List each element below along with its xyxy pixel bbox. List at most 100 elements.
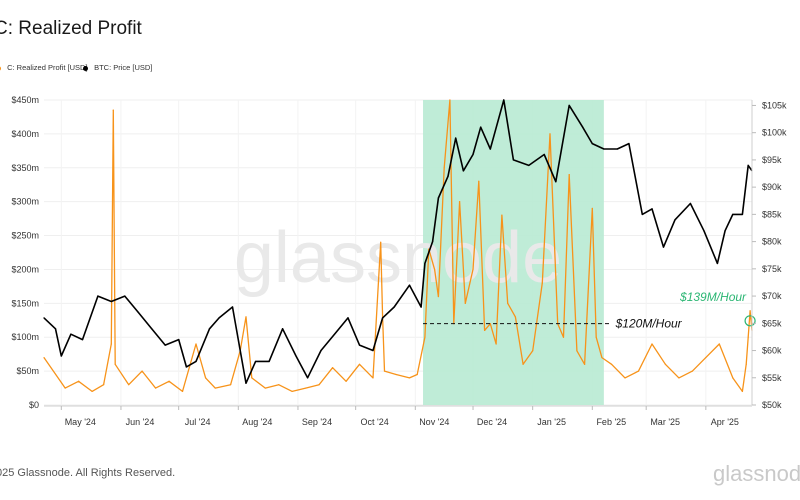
x-tick-label: Feb '25: [596, 417, 626, 427]
data-point: [732, 377, 734, 379]
data-point: [230, 384, 232, 386]
data-point: [555, 181, 557, 183]
data-point: [382, 317, 384, 319]
watermark: glassnode: [234, 218, 562, 298]
data-point: [168, 380, 170, 382]
data-point: [512, 159, 515, 161]
data-point: [114, 363, 116, 365]
data-point: [97, 295, 99, 297]
data-point: [408, 284, 411, 286]
data-point: [528, 164, 530, 166]
data-point: [472, 153, 474, 156]
data-point: [81, 339, 84, 341]
data-point: [591, 207, 593, 210]
data-point: [231, 306, 234, 308]
data-point: [464, 302, 466, 304]
data-point: [443, 167, 445, 169]
copyright-text: 025 Glassnode. All Rights Reserved.: [0, 467, 176, 479]
data-point: [393, 306, 395, 308]
data-point: [514, 316, 516, 318]
x-tick-label: Aug '24: [242, 417, 272, 427]
data-point: [291, 390, 293, 393]
data-point: [437, 295, 440, 298]
y-left-tick-label: $50m: [16, 366, 39, 376]
data-point: [616, 148, 618, 150]
data-point: [745, 363, 747, 365]
data-point: [154, 387, 157, 389]
data-point: [472, 268, 474, 271]
data-point: [195, 343, 197, 345]
data-point: [480, 126, 482, 128]
y-axis-left: $0 $50m $100m $150m $200m $250m $300m $350m $400…: [11, 95, 39, 410]
data-point: [43, 356, 45, 359]
data-point: [255, 360, 257, 363]
data-point: [331, 367, 334, 369]
data-point: [424, 336, 426, 338]
data-point: [503, 99, 505, 101]
data-point: [70, 333, 72, 335]
data-point: [345, 380, 347, 382]
data-point: [678, 377, 680, 379]
annotations: $120M/Hour $139M/Hour: [423, 290, 756, 331]
y-right-tick-label: $95k: [762, 155, 782, 165]
data-point: [333, 333, 336, 335]
data-point: [251, 377, 253, 379]
x-tick-label: Dec '24: [477, 417, 507, 427]
data-point: [562, 336, 565, 338]
x-tick-label: Jul '24: [185, 417, 211, 427]
data-point: [595, 336, 597, 338]
data-point: [128, 384, 130, 386]
data-point: [64, 387, 66, 389]
legend-item-realized-profit[interactable]: C: Realized Profit [USD]: [0, 63, 88, 72]
legend-item-btc-price[interactable]: BTC: Price [USD]: [83, 63, 152, 72]
data-point: [420, 306, 422, 308]
x-tick-label: Apr '25: [711, 417, 739, 427]
y-right-tick-label: $80k: [762, 237, 782, 247]
legend-label-btc-price: BTC: Price [USD]: [94, 63, 153, 72]
data-point: [628, 142, 630, 145]
y-left-tick-label: $400m: [11, 129, 39, 139]
data-point: [747, 336, 749, 338]
data-point: [478, 180, 480, 182]
data-point: [185, 366, 187, 368]
y-right-tick-label: $55k: [762, 373, 782, 383]
y-right-tick-label: $60k: [762, 346, 782, 356]
data-point: [651, 208, 653, 210]
data-point: [489, 148, 491, 150]
data-point: [433, 268, 436, 271]
y-right-tick-label: $50k: [762, 400, 782, 410]
glassnode-logo: glassnode: [713, 461, 800, 486]
data-point: [124, 295, 126, 297]
data-point: [264, 387, 266, 389]
data-point: [306, 377, 309, 379]
data-point: [151, 328, 153, 330]
data-point: [372, 349, 374, 352]
data-point: [195, 360, 197, 363]
data-point: [60, 355, 62, 357]
x-tick-label: Jan '25: [537, 417, 566, 427]
data-point: [305, 387, 307, 389]
x-tick-label: Nov '24: [419, 417, 449, 427]
data-point: [732, 213, 734, 215]
data-point: [489, 323, 491, 325]
data-point: [637, 370, 640, 372]
data-point: [691, 370, 693, 372]
data-point: [483, 329, 486, 332]
x-tick-label: Sep '24: [302, 417, 332, 427]
data-point: [591, 142, 593, 145]
data-point: [576, 350, 578, 352]
data-point: [584, 363, 586, 365]
data-point: [164, 344, 166, 346]
data-point: [208, 328, 211, 330]
data-point: [495, 343, 497, 345]
data-point: [674, 219, 676, 221]
y-right-tick-label: $70k: [762, 291, 782, 301]
data-point: [137, 311, 139, 314]
y-right-tick-label: $75k: [762, 264, 782, 274]
data-point: [522, 363, 524, 365]
data-point: [383, 370, 386, 372]
x-tick-label: Mar '25: [650, 417, 680, 427]
data-point: [437, 197, 440, 199]
data-point: [705, 356, 707, 359]
